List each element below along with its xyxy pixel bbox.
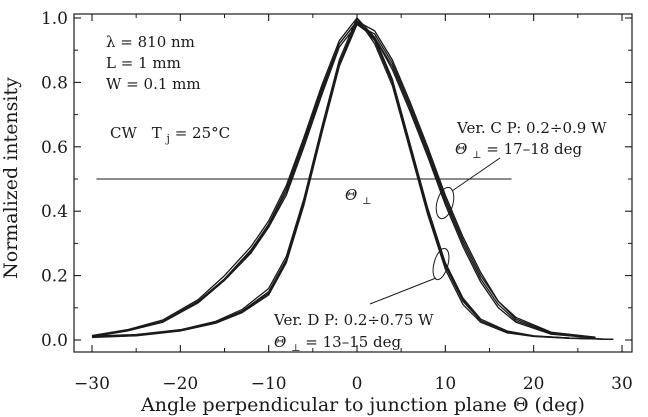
axis-ticks: −30 −20 −10 0 10 20 30 0.0 0.2 0.4 0.6 0.8 1.0 xyxy=(41,9,633,394)
x-tick-label: −20 xyxy=(162,374,198,394)
ver-d-angle: = 13–15 deg xyxy=(305,333,401,351)
cw-label: CW xyxy=(110,124,137,142)
y-tick-label: 0.6 xyxy=(41,138,68,158)
x-tick-label: 30 xyxy=(611,374,633,394)
ver-d-curve xyxy=(91,22,614,341)
tj-subscript: j xyxy=(164,132,169,145)
cw-condition: CW T j = 25°C xyxy=(110,124,230,146)
y-tick-label: 0.4 xyxy=(41,202,68,222)
ver-d-ellipse xyxy=(432,247,450,281)
plot-frame xyxy=(73,13,633,353)
y-tick-label: 1.0 xyxy=(41,9,68,29)
x-tick-label: −30 xyxy=(74,374,110,394)
ver-d-line1: Ver. D P: 0.2÷0.75 W xyxy=(273,311,434,329)
ver-c-perp: ⊥ xyxy=(472,150,481,161)
tj-value: = 25°C xyxy=(175,124,230,142)
ver-c-leader xyxy=(451,157,501,192)
ver-c-angle: = 17–18 deg xyxy=(486,140,582,158)
ver-c-line2: Θ ⊥ = 17–18 deg xyxy=(455,140,583,162)
y-tick-label: 0.2 xyxy=(41,267,68,287)
x-tick-label: 10 xyxy=(435,374,457,394)
ver-d-perp: ⊥ xyxy=(291,343,300,354)
x-tick-label: 0 xyxy=(352,374,363,394)
param-width: W = 0.1 mm xyxy=(106,75,201,93)
ver-d-theta: Θ xyxy=(274,333,286,351)
x-tick-label: 20 xyxy=(523,374,545,394)
x-tick-label: −10 xyxy=(251,374,287,394)
ver-c-line1: Ver. C P: 0.2÷0.9 W xyxy=(456,119,607,137)
y-tick-label: 0.8 xyxy=(41,73,68,93)
ver-d-line2: Θ ⊥ = 13–15 deg xyxy=(274,333,402,355)
y-tick-label: 0.0 xyxy=(41,331,68,351)
param-lambda: λ = 810 nm xyxy=(106,33,195,51)
y-axis-title: Normalized intensity xyxy=(0,77,22,279)
half-max-perp: ⊥ xyxy=(362,196,371,207)
half-max-theta: Θ xyxy=(345,186,357,204)
ver-c-ellipse xyxy=(435,186,455,220)
ver-d-leader xyxy=(369,277,437,305)
half-max-label: Θ ⊥ xyxy=(345,186,372,207)
tj-label: T xyxy=(152,124,162,142)
ver-c-theta: Θ xyxy=(455,140,467,158)
param-length: L = 1 mm xyxy=(106,54,181,72)
x-axis-title: Angle perpendicular to junction plane Θ … xyxy=(140,394,585,416)
